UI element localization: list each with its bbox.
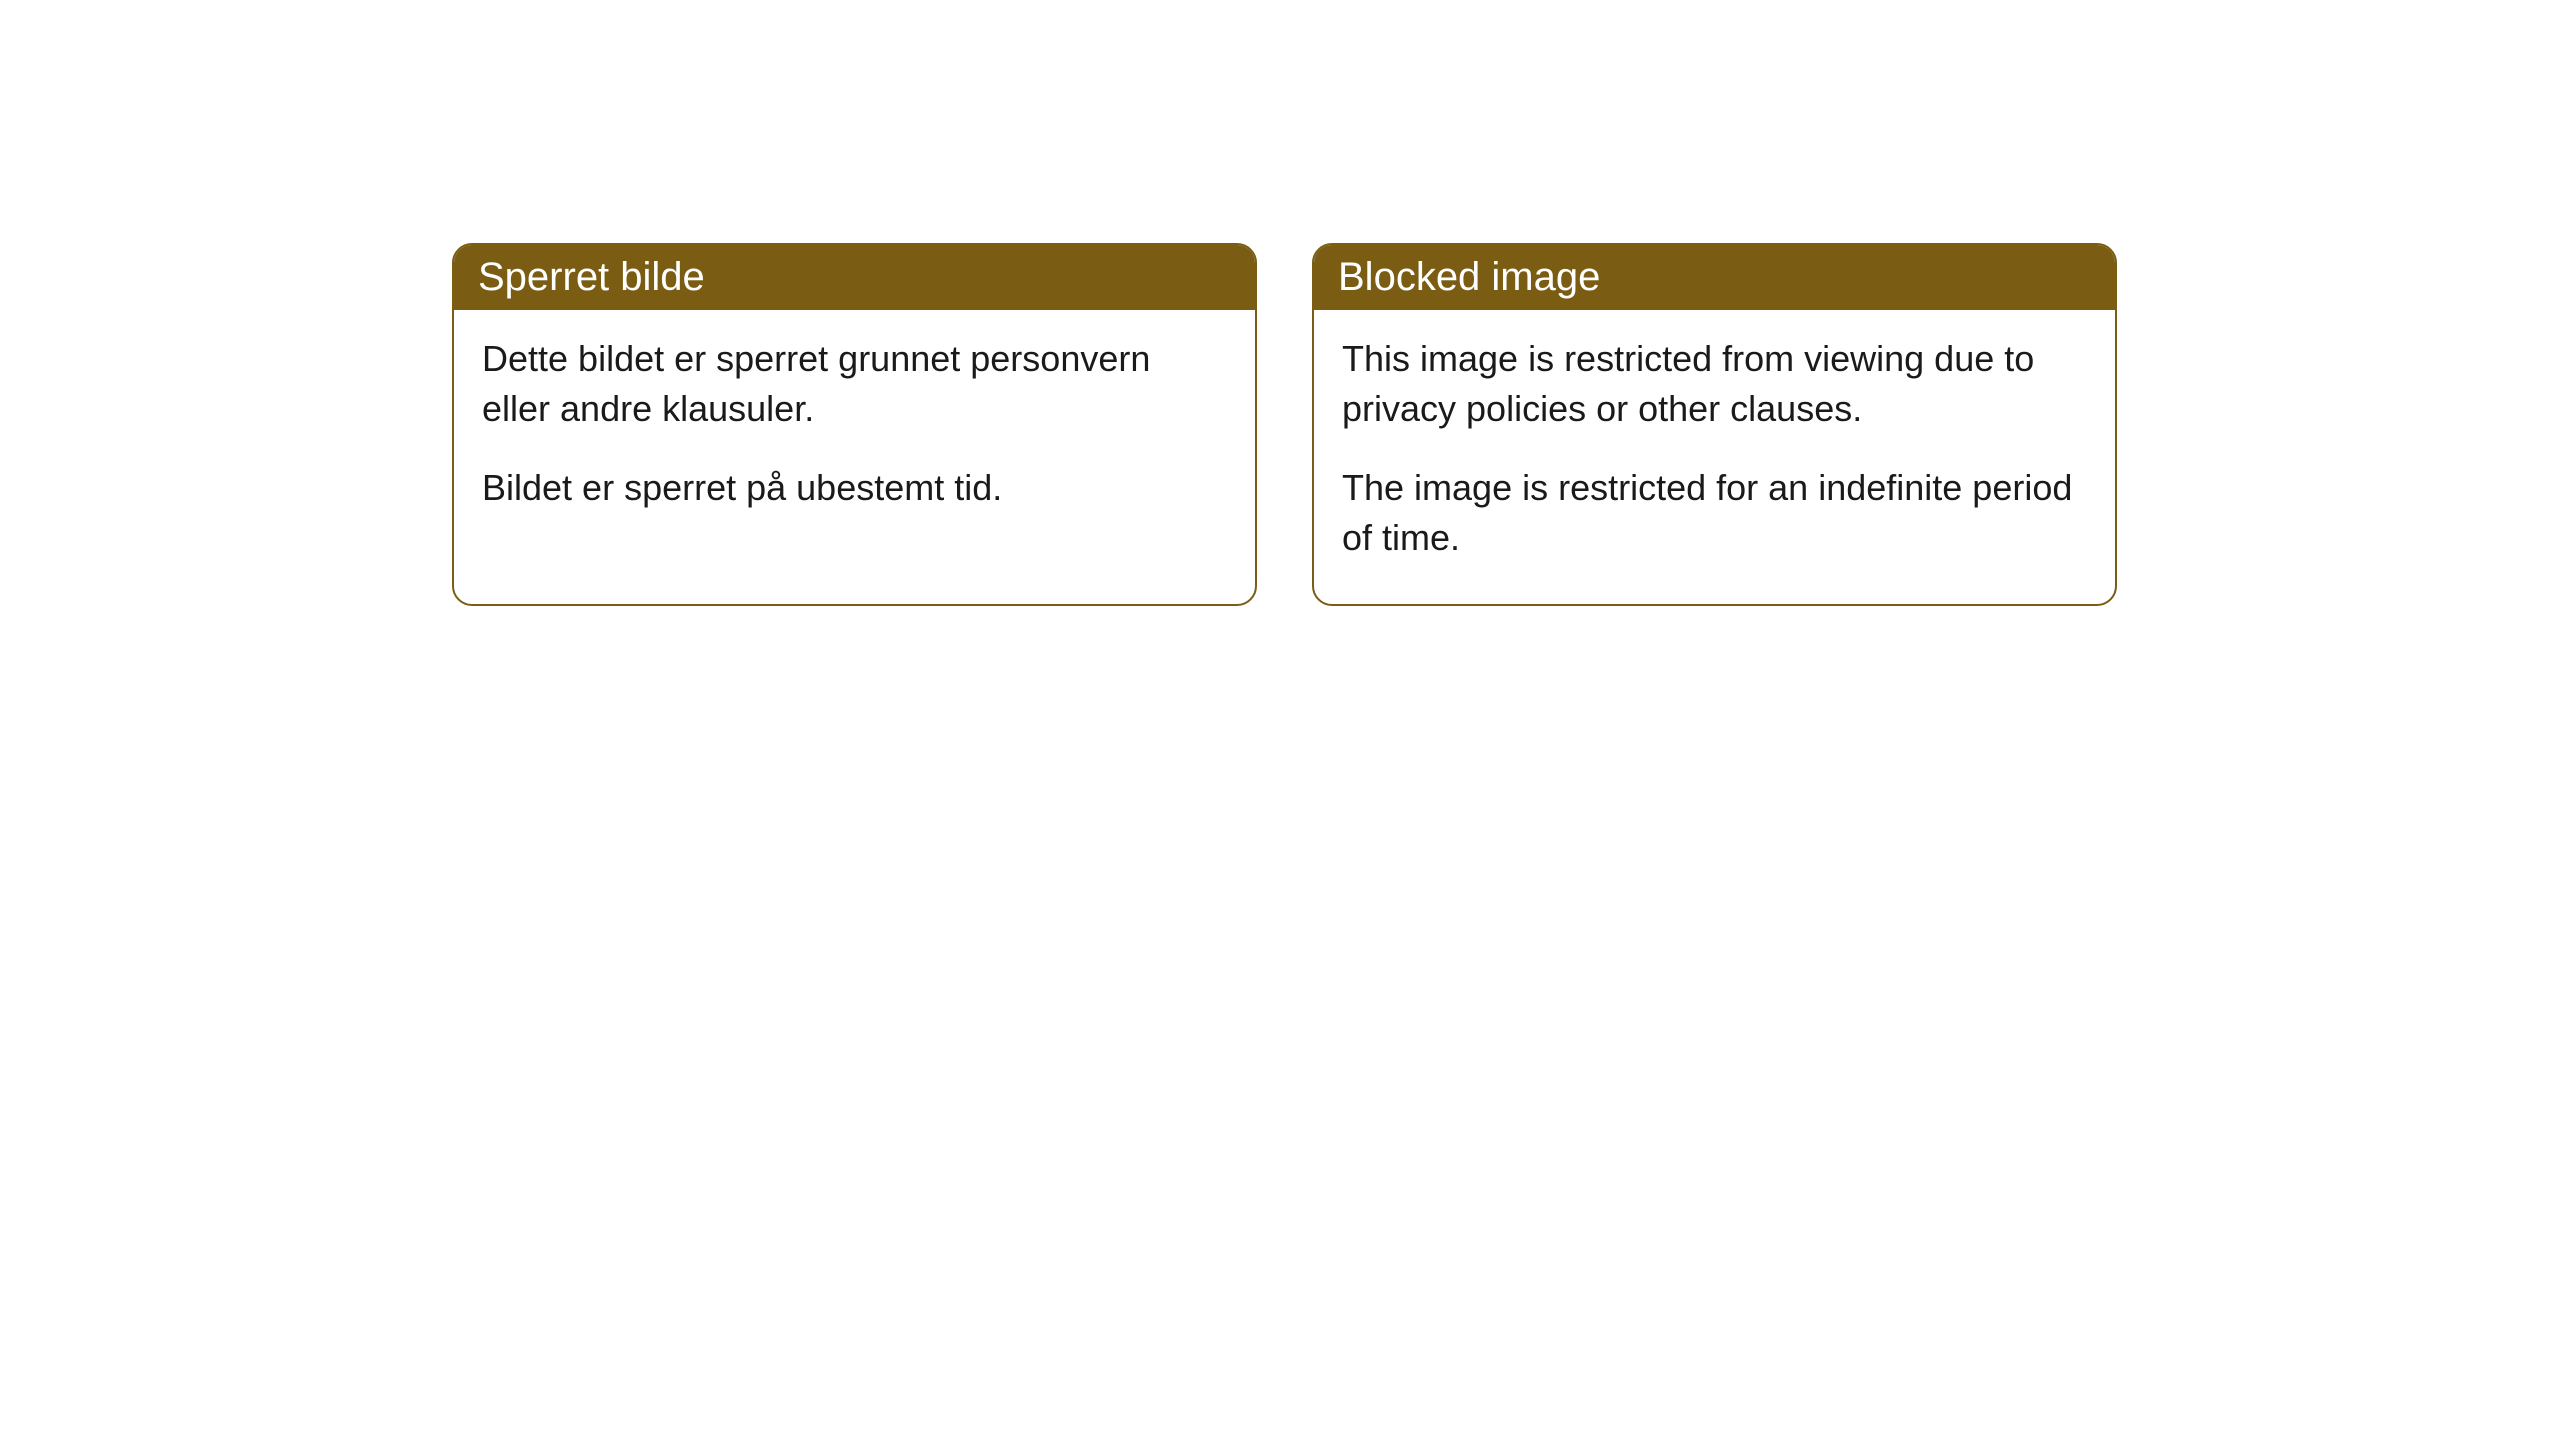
notice-text-secondary: Bildet er sperret på ubestemt tid. xyxy=(482,463,1227,513)
card-body: Dette bildet er sperret grunnet personve… xyxy=(454,310,1255,553)
notice-text-primary: Dette bildet er sperret grunnet personve… xyxy=(482,334,1227,435)
card-title: Blocked image xyxy=(1338,255,1600,299)
notice-card-norwegian: Sperret bilde Dette bildet er sperret gr… xyxy=(452,243,1257,606)
card-title: Sperret bilde xyxy=(478,255,705,299)
notice-card-english: Blocked image This image is restricted f… xyxy=(1312,243,2117,606)
card-header: Sperret bilde xyxy=(454,245,1255,310)
card-header: Blocked image xyxy=(1314,245,2115,310)
card-body: This image is restricted from viewing du… xyxy=(1314,310,2115,604)
notice-text-secondary: The image is restricted for an indefinit… xyxy=(1342,463,2087,564)
notice-text-primary: This image is restricted from viewing du… xyxy=(1342,334,2087,435)
notice-cards-container: Sperret bilde Dette bildet er sperret gr… xyxy=(452,243,2560,606)
